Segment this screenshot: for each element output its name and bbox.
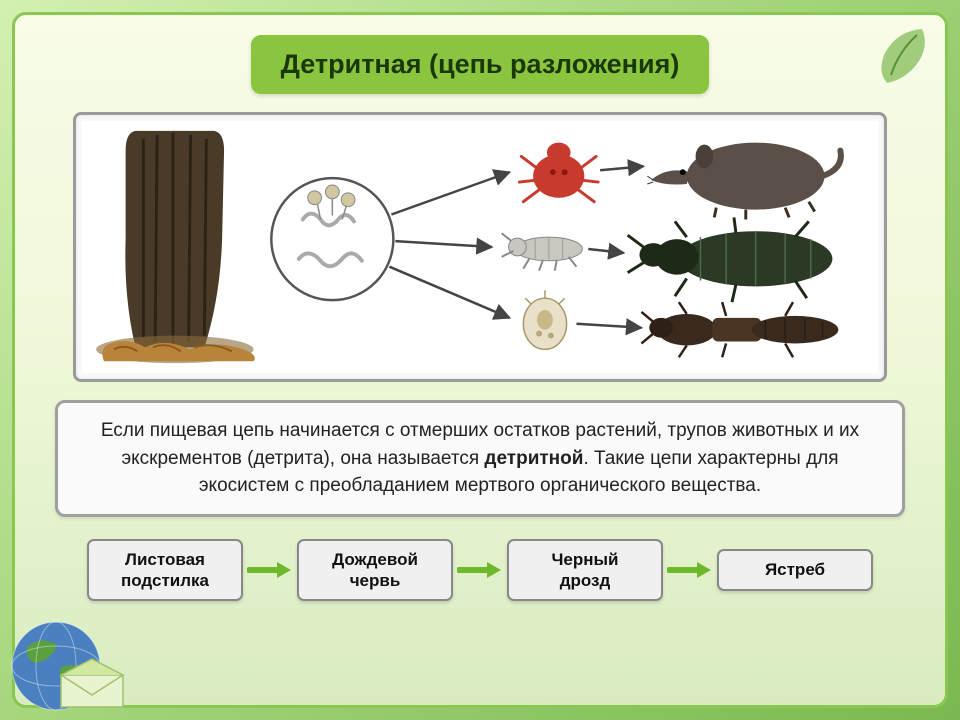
diagram-arrow [588, 249, 623, 253]
description-text: Если пищевая цепь начинается с отмерших … [78, 417, 882, 500]
rove-beetle-icon [641, 302, 838, 357]
food-chain-diagram [82, 121, 878, 373]
diagram-arrow [600, 166, 643, 170]
diagram-arrow [395, 241, 491, 247]
chain-arrow-icon [457, 560, 503, 580]
title-box: Детритная (цепь разложения) [251, 35, 710, 94]
chain-arrow-icon [247, 560, 293, 580]
leaf-icon [867, 21, 937, 91]
chain-label: Листовая подстилка [99, 549, 231, 592]
diagram-arrow [391, 172, 509, 214]
chain-label: Черный дрозд [519, 549, 651, 592]
chain-item-1: Дождевой червь [297, 539, 453, 602]
chain-label: Дождевой червь [309, 549, 441, 592]
food-chain-row: Листовая подстилка Дождевой червь Черный… [55, 539, 905, 602]
slide-title: Детритная (цепь разложения) [281, 49, 680, 80]
tree-stump-icon [96, 131, 255, 363]
microorganisms-icon [271, 178, 393, 300]
envelope-icon [57, 657, 127, 711]
diagram-svg [82, 121, 878, 373]
chain-item-2: Черный дрозд [507, 539, 663, 602]
ground-beetle-icon [628, 217, 833, 302]
chain-item-3: Ястреб [717, 549, 873, 590]
springtail-icon [502, 233, 583, 270]
diagram-arrow [576, 324, 641, 328]
chain-item-0: Листовая подстилка [87, 539, 243, 602]
food-chain-diagram-frame [73, 112, 887, 382]
shrew-icon [647, 143, 841, 220]
mite-icon [519, 143, 598, 202]
diagram-arrow [389, 267, 509, 318]
description-box: Если пищевая цепь начинается с отмерших … [55, 400, 905, 517]
protozoa-icon [523, 290, 566, 349]
chain-arrow-icon [667, 560, 713, 580]
chain-label: Ястреб [729, 559, 861, 580]
slide-panel: Детритная (цепь разложения) [12, 12, 948, 708]
